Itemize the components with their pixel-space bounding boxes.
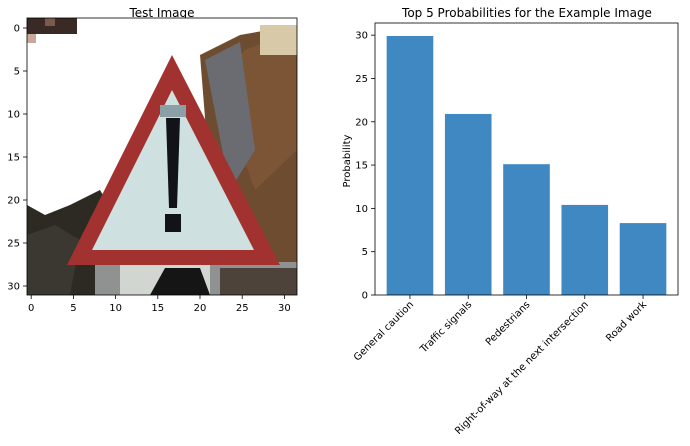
image-y-tick-label: 0	[14, 24, 20, 35]
image-x-tick-label: 10	[109, 303, 122, 314]
x-tick-label: Traffic signals	[418, 299, 475, 356]
image-y-tick-label: 15	[7, 153, 20, 164]
bar-pedestrians	[503, 164, 550, 295]
bar-y-axis: 0 5 10 15 20 25 30	[355, 31, 375, 302]
image-x-tick-label: 30	[278, 303, 291, 314]
bar-road-work	[619, 223, 667, 295]
bar-general-caution	[386, 35, 434, 296]
image-x-tick-label: 20	[194, 303, 207, 314]
y-tick-label: 5	[362, 247, 368, 258]
image-panel: Test Image	[7, 6, 298, 314]
sign-picture	[27, 18, 297, 295]
image-y-tick-label: 10	[7, 110, 20, 121]
y-tick-label: 20	[355, 117, 368, 128]
image-x-tick-label: 0	[28, 303, 34, 314]
image-y-axis: 0 5 10 15 20 25 30	[7, 24, 27, 293]
bars-layer	[386, 35, 667, 296]
image-x-axis: 0 5 10 15 20 25 30	[28, 295, 291, 314]
y-tick-label: 15	[355, 161, 368, 172]
image-y-tick-label: 30	[7, 282, 20, 293]
image-axes-frame	[26, 17, 298, 296]
image-y-tick-label: 25	[7, 239, 20, 250]
bar-chart-ylabel: Probability	[342, 134, 353, 187]
y-tick-label: 0	[362, 291, 368, 302]
bar-traffic-signals	[444, 113, 492, 295]
bar-right-of-way-at-the-next-intersection	[561, 204, 609, 295]
x-tick-label: General caution	[352, 299, 416, 363]
image-x-tick-label: 5	[70, 303, 76, 314]
image-x-tick-label: 25	[236, 303, 249, 314]
y-tick-label: 10	[355, 204, 368, 215]
image-y-tick-label: 5	[14, 67, 20, 78]
y-tick-label: 30	[355, 31, 368, 42]
image-title: Test Image	[128, 6, 194, 20]
x-tick-label: Right-of-way at the next intersection	[453, 299, 591, 437]
image-x-tick-label: 15	[151, 303, 164, 314]
bar-chart-title: Top 5 Probabilities for the Example Imag…	[401, 6, 652, 20]
y-tick-label: 25	[355, 74, 368, 85]
image-y-tick-label: 20	[7, 196, 20, 207]
bar-chart-panel: Top 5 Probabilities for the Example Imag…	[342, 6, 679, 437]
x-tick-label: Pedestrians	[484, 299, 533, 348]
bar-x-axis: General caution Traffic signals Pedestrian…	[352, 295, 649, 437]
x-tick-label: Road work	[604, 299, 649, 344]
